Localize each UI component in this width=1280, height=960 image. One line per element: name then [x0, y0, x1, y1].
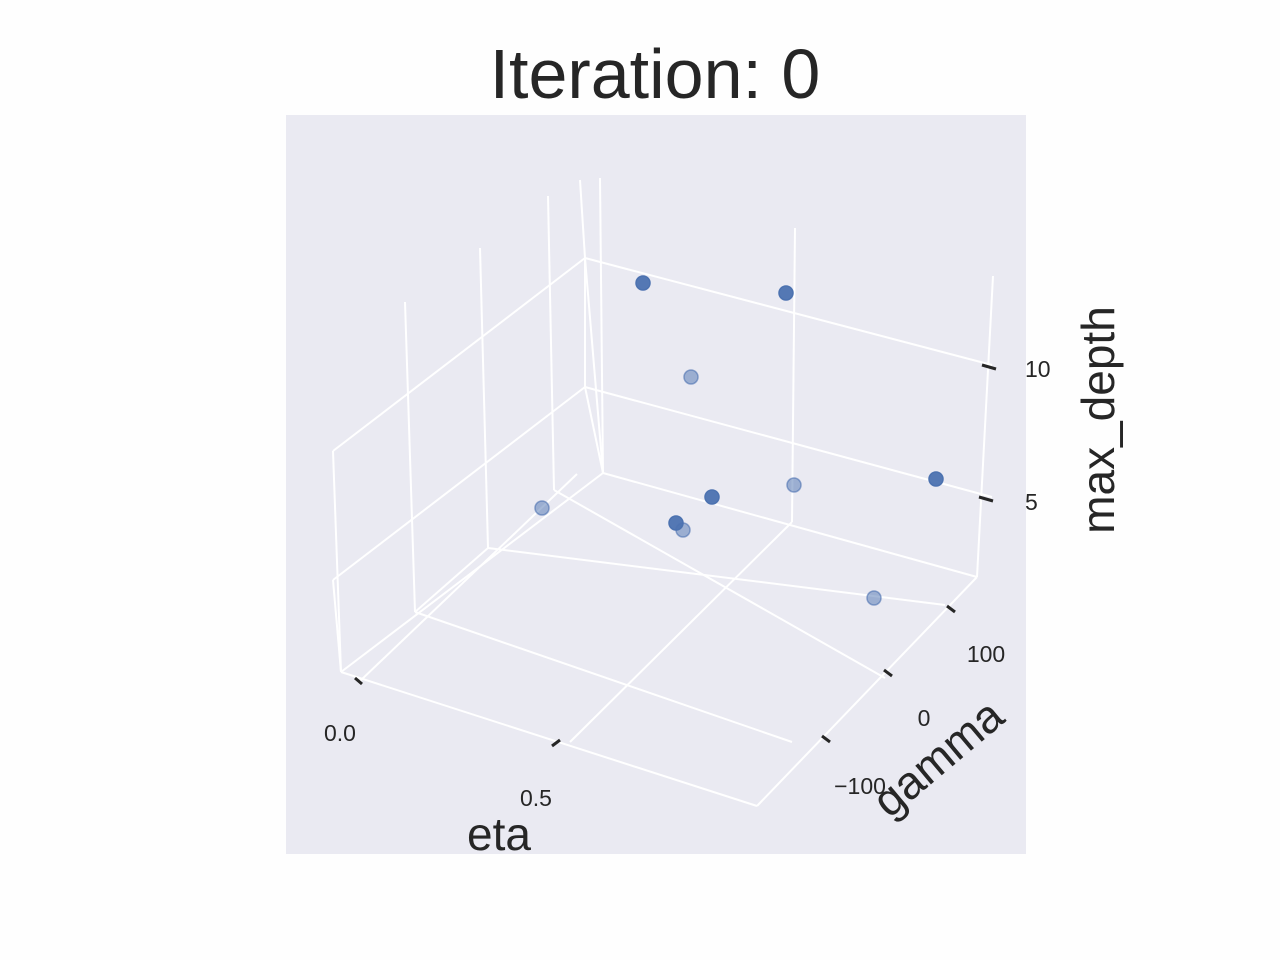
scatter-point [786, 477, 802, 493]
scatter-point [534, 500, 550, 516]
z-tick-label-0: 5 [1025, 489, 1038, 515]
tick-mark [354, 676, 363, 686]
scatter-point [635, 275, 651, 291]
grid-line [414, 611, 793, 743]
grid-lines [332, 177, 994, 807]
grid-line [414, 547, 489, 613]
grid-line [479, 247, 489, 549]
grid-line [584, 257, 993, 366]
scatter-point [928, 471, 944, 487]
grid-line [976, 275, 994, 578]
grid-line [584, 386, 604, 474]
tick-mark [946, 604, 956, 614]
z-tick-label-1: 10 [1025, 356, 1051, 382]
tick-mark [883, 668, 893, 678]
scatter-point [866, 590, 882, 606]
grid-line [332, 257, 586, 452]
tick-mark [981, 363, 997, 371]
grid-line [340, 472, 604, 673]
chart-title: Iteration: 0 [490, 35, 821, 113]
grid-line [547, 195, 555, 491]
grid-line [756, 576, 978, 807]
grid-line [340, 671, 758, 807]
grid-line [332, 450, 342, 673]
y-tick-label-1: 0 [918, 705, 931, 731]
grid-line [553, 489, 886, 679]
y-tick-label-0: −100 [834, 773, 886, 799]
grid-line [569, 521, 793, 743]
grid-line [404, 301, 416, 613]
grid-line [584, 257, 604, 474]
tick-mark [978, 495, 994, 503]
grid-line [332, 386, 586, 581]
tick-mark [551, 738, 561, 748]
x-axis-label: eta [467, 808, 531, 860]
grid-line [579, 179, 586, 259]
plot-background [286, 115, 1026, 854]
scatter-points [534, 275, 944, 606]
tick-marks [354, 363, 997, 748]
x-tick-label-1: 0.5 [520, 785, 552, 811]
scatter-point [675, 522, 691, 538]
grid-line [584, 386, 993, 498]
scatter-point [704, 489, 720, 505]
scatter-point [683, 369, 699, 385]
x-tick-label-0: 0.0 [324, 720, 356, 746]
grid-line [599, 177, 604, 474]
grid-line [791, 227, 796, 523]
z-axis-label: max_depth [1072, 306, 1124, 534]
tick-mark [821, 734, 831, 744]
y-tick-label-2: 100 [967, 641, 1005, 667]
scatter-point [778, 285, 794, 301]
